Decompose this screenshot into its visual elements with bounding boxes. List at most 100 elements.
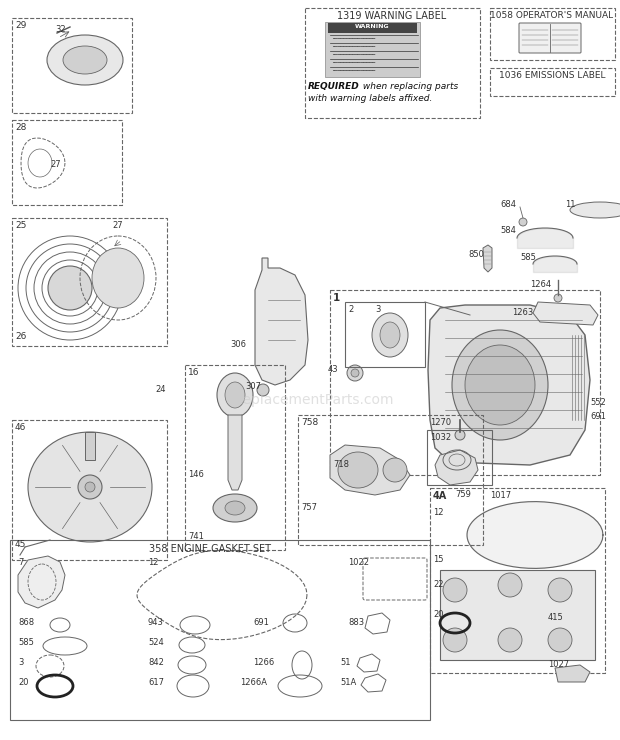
Text: 146: 146 [188,470,204,479]
Text: WARNING: WARNING [355,24,389,29]
Text: 684: 684 [500,200,516,209]
Circle shape [347,365,363,381]
Circle shape [455,430,465,440]
Text: 758: 758 [301,418,318,427]
Text: 3: 3 [18,658,24,667]
Circle shape [78,475,102,499]
Bar [10,540,430,720]
Ellipse shape [47,35,123,85]
Bar [345,302,425,367]
Text: 12: 12 [148,558,159,567]
Ellipse shape [28,432,152,542]
Text: 16: 16 [188,368,200,377]
Text: 29: 29 [15,21,27,30]
Text: 868: 868 [18,618,34,627]
Text: 757: 757 [301,503,317,512]
Bar [298,415,483,545]
Ellipse shape [63,46,107,74]
Text: 12: 12 [433,508,443,517]
Text: ━━━━━━━━━━━━━━━: ━━━━━━━━━━━━━━━ [332,36,375,41]
Text: 27: 27 [112,221,123,230]
Text: 584: 584 [500,226,516,235]
Ellipse shape [225,501,245,515]
Bar [330,290,600,475]
Text: 1027: 1027 [548,660,569,669]
Bar [490,8,615,60]
Text: 2: 2 [348,305,353,314]
Text: 307: 307 [245,382,261,391]
Text: 22: 22 [433,580,443,589]
Text: 25: 25 [15,221,27,230]
Text: 759: 759 [455,490,471,499]
Bar [328,23,417,33]
Text: 24: 24 [155,385,166,394]
Ellipse shape [225,382,245,408]
Text: 552: 552 [590,398,606,407]
Text: 46: 46 [15,423,27,432]
Circle shape [257,384,269,396]
Text: 358 ENGINE GASKET SET: 358 ENGINE GASKET SET [149,544,271,554]
Text: 524: 524 [148,638,164,647]
Text: 1264: 1264 [530,280,551,289]
Text: 943: 943 [148,618,164,627]
Circle shape [519,218,527,226]
Bar [12,218,167,346]
Text: 691: 691 [253,618,269,627]
Polygon shape [435,450,478,485]
Bar [325,22,420,77]
Text: 1032: 1032 [430,433,451,442]
Text: 3: 3 [375,305,381,314]
Ellipse shape [465,345,535,425]
Text: 51: 51 [340,658,350,667]
Text: 850: 850 [468,250,484,259]
Text: 1270: 1270 [430,418,451,427]
Text: 1017: 1017 [490,491,511,500]
Circle shape [498,628,522,652]
Ellipse shape [449,454,465,466]
Text: 51A: 51A [340,678,356,687]
Bar [12,420,167,560]
Bar [12,120,122,205]
Bar [430,488,605,673]
Ellipse shape [383,458,407,482]
Text: 43: 43 [328,365,339,374]
Text: 7: 7 [18,558,24,567]
Text: 1058 OPERATOR'S MANUAL: 1058 OPERATOR'S MANUAL [490,11,614,20]
Text: 45: 45 [15,540,27,549]
Text: 15: 15 [433,555,443,564]
Text: 691: 691 [590,412,606,421]
Text: 306: 306 [230,340,246,349]
Text: 1266: 1266 [253,658,274,667]
Bar [490,68,615,96]
Polygon shape [85,432,95,460]
Ellipse shape [570,202,620,218]
Text: 1036 EMISSIONS LABEL: 1036 EMISSIONS LABEL [498,71,605,80]
Text: 28: 28 [15,123,27,132]
Text: 27: 27 [50,160,61,169]
Polygon shape [533,302,598,325]
Ellipse shape [338,452,378,488]
Circle shape [548,578,572,602]
Text: 842: 842 [148,658,164,667]
Text: 32: 32 [55,25,66,34]
Text: 20: 20 [18,678,29,687]
Text: when replacing parts: when replacing parts [360,82,458,91]
Text: REQUIRED: REQUIRED [308,82,360,91]
Text: 11: 11 [565,200,575,209]
Polygon shape [18,556,65,608]
Polygon shape [228,415,242,490]
Polygon shape [428,305,590,465]
Ellipse shape [217,373,253,417]
Text: eReplacementParts.com: eReplacementParts.com [226,393,394,407]
Circle shape [351,369,359,377]
Polygon shape [483,245,492,272]
Bar [440,570,595,660]
Bar [185,365,285,550]
Circle shape [443,628,467,652]
Bar [427,430,492,485]
Text: 1022: 1022 [348,558,369,567]
Circle shape [85,482,95,492]
Text: 883: 883 [348,618,364,627]
Text: 585: 585 [520,253,536,262]
Bar [305,8,480,118]
